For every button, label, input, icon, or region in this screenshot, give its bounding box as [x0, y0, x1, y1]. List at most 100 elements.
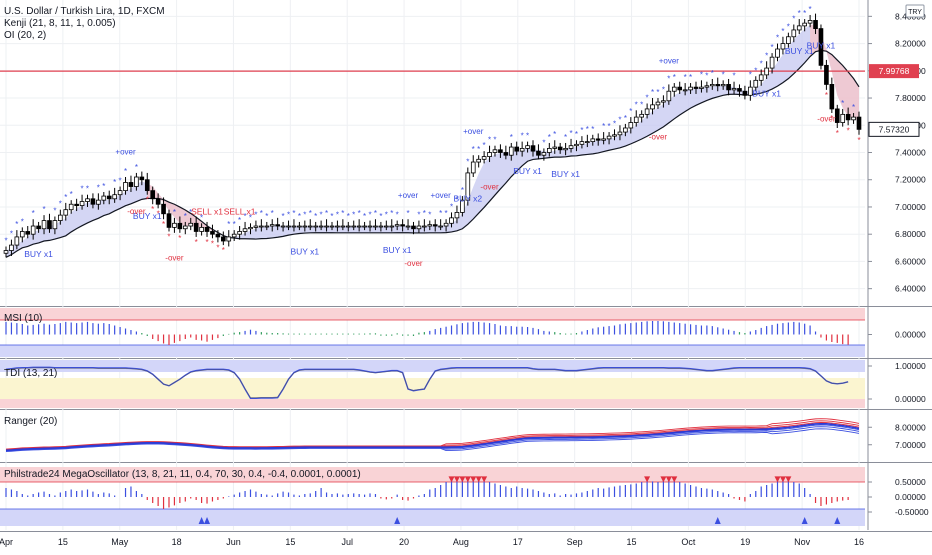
osc-sell-triangle [774, 476, 781, 483]
kenji-up-dot: * [21, 217, 24, 226]
candle-body [96, 199, 101, 205]
kenji-up-dot: * [732, 72, 735, 81]
kenji-up-dot: * [656, 88, 659, 97]
osc-tick-label: 0.00000 [895, 492, 926, 502]
candle-body [427, 224, 433, 227]
kenji-up-dot: * [385, 211, 388, 220]
candle-body [36, 225, 41, 230]
time-axis-label: 17 [513, 537, 523, 547]
candle-body [780, 43, 786, 50]
kenji-up-dot: * [673, 73, 676, 82]
kenji-up-dot: * [792, 15, 795, 24]
megaoscillator-pane-title[interactable]: Philstrade24 MegaOscillator (13, 8, 21, … [4, 469, 361, 480]
time-axis-label: 15 [285, 537, 295, 547]
last-price-badge [868, 121, 920, 137]
tdi-pane-title[interactable]: TDI (13, 21) [4, 368, 58, 379]
kenji-up-dot: * [374, 209, 377, 218]
osc-buy-triangle [714, 517, 721, 524]
candle-body [834, 108, 840, 123]
kenji-up-dot: * [135, 163, 138, 172]
minus-over-label: -over [817, 115, 836, 124]
kenji-study-label[interactable]: Kenji (21, 8, 11, 1, 0.005) [4, 18, 116, 29]
price-tick-label: 7.80000 [895, 93, 926, 103]
candle-body [791, 29, 797, 38]
candle-body [807, 20, 813, 24]
kenji-up-dot: * [265, 212, 268, 221]
osc-sell-triangle [481, 476, 488, 483]
kenji-down-dot: * [157, 209, 160, 218]
sell-signal-label: SELL x1 [191, 207, 223, 217]
candle-body [786, 36, 791, 44]
candle-body [508, 146, 514, 156]
candle-body [79, 201, 85, 207]
kenji-up-dot: * [287, 211, 290, 220]
candle-body [264, 225, 270, 228]
buy-signal-label: BUY x1 [24, 249, 53, 259]
currency-badge[interactable] [905, 4, 925, 18]
candle-body [753, 79, 759, 88]
kenji-down-dot: * [205, 238, 208, 247]
msi-overbought-zone [0, 308, 865, 320]
candle-body [155, 198, 161, 205]
candle-body [253, 225, 259, 228]
kenji-up-dot: * [809, 5, 812, 14]
time-axis-label: Apr [0, 537, 13, 547]
tdi-upper-zone [0, 360, 865, 372]
candle-body [492, 149, 498, 153]
candle-body [845, 113, 851, 121]
candle-body [579, 141, 585, 145]
candle-body [172, 222, 177, 228]
candle-body [362, 225, 367, 228]
kenji-up-dot: * [477, 145, 480, 154]
kenji-up-dot: * [32, 209, 35, 218]
kenji-up-dot: * [760, 59, 763, 68]
kenji-up-dot: * [754, 66, 757, 75]
candle-body [150, 190, 156, 200]
price-tick-label: 6.60000 [895, 256, 926, 266]
kenji-up-dot: * [488, 136, 491, 145]
candle-body [199, 226, 204, 232]
candle-body [476, 158, 481, 163]
candle-body [52, 220, 58, 230]
ranger-pane-title[interactable]: Ranger (20) [4, 416, 58, 427]
kenji-up-dot: * [249, 213, 252, 222]
osc-sell-triangle [660, 476, 667, 483]
candle-body [280, 225, 286, 228]
kenji-up-dot: * [292, 209, 295, 218]
msi-pane-title[interactable]: MSI (10) [4, 313, 43, 324]
kenji-up-dot: * [684, 73, 687, 82]
kenji-up-dot: * [472, 145, 475, 154]
candle-body [389, 225, 395, 228]
candle-body [68, 203, 74, 211]
kenji-up-dot: * [406, 209, 409, 218]
candle-body [840, 113, 846, 123]
kenji-up-dot: * [396, 211, 399, 220]
kenji-down-dot: * [222, 246, 225, 255]
symbol-title[interactable]: U.S. Dollar / Turkish Lira, 1D, FXCM [4, 6, 165, 17]
candle-body [177, 222, 183, 230]
kenji-up-dot: * [618, 115, 621, 124]
kenji-up-dot: * [70, 190, 73, 199]
kenji-down-dot: * [167, 232, 170, 241]
kenji-up-dot: * [363, 212, 366, 221]
candle-body [720, 84, 726, 87]
currency-badge-label: TRY [908, 9, 922, 16]
kenji-up-dot: * [776, 34, 779, 43]
price-tick-label: 6.80000 [895, 229, 926, 239]
osc-buy-triangle [834, 517, 841, 524]
osc-sell-triangle [785, 476, 792, 483]
kenji-down-dot: * [162, 220, 165, 229]
kenji-up-dot: * [569, 129, 572, 138]
price-tick-label: 6.40000 [895, 284, 926, 294]
kenji-up-dot: * [260, 209, 263, 218]
kenji-down-dot: * [825, 91, 828, 100]
time-axis-label: Aug [453, 537, 469, 547]
kenji-up-dot: * [243, 212, 246, 221]
osc-tick-label: 0.50000 [895, 477, 926, 487]
oi-study-label[interactable]: OI (20, 2) [4, 30, 47, 41]
candle-body [764, 67, 769, 76]
candle-body [552, 146, 558, 149]
minus-over-label: -over [480, 183, 499, 192]
